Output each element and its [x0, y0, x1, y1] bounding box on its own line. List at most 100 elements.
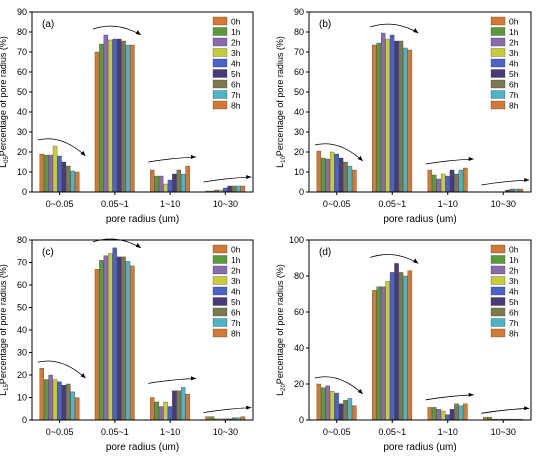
- x-tick-label: 0~0.05: [323, 427, 351, 437]
- legend-entry: 8h: [509, 329, 519, 339]
- bar-4h-1: [334, 153, 339, 193]
- bar-6h-3: [454, 173, 459, 193]
- trend-arrowhead: [191, 376, 197, 381]
- bar-7h-3: [181, 173, 186, 193]
- bar-3h-3: [163, 401, 168, 421]
- bar-5h-1: [338, 157, 344, 193]
- trend-arrow: [370, 254, 419, 264]
- bar-8h-2: [130, 44, 135, 193]
- y-tick-label: 30: [17, 348, 27, 358]
- legend-entry: 0h: [509, 245, 519, 255]
- bar-2h-1: [325, 385, 330, 421]
- y-tick-label: 40: [294, 107, 304, 117]
- x-tick-label: 0.05~1: [378, 427, 406, 437]
- x-tick-label: 0.05~1: [378, 199, 406, 209]
- y-tick-label: 30: [17, 127, 27, 137]
- bar-6h-2: [398, 272, 404, 421]
- bar-4h-3: [445, 414, 450, 421]
- bar-8h-1: [352, 169, 357, 193]
- legend-entry: 7h: [231, 318, 241, 328]
- bar-2h-3: [158, 175, 164, 193]
- bar-7h-2: [403, 47, 408, 193]
- y-tick-label: 80: [17, 235, 27, 245]
- legend-swatch: [490, 328, 506, 338]
- legend-entry: 2h: [231, 266, 241, 276]
- bar-5h-2: [116, 256, 122, 421]
- bar-5h-1: [61, 384, 67, 421]
- bar-8h-4: [240, 185, 246, 193]
- bar-7h-3: [458, 169, 464, 193]
- legend-entry: 0h: [231, 17, 241, 27]
- bar-6h-1: [343, 161, 348, 193]
- y-tick-label: 70: [294, 47, 304, 57]
- bar-3h-1: [329, 151, 335, 193]
- trend-arrowhead: [80, 151, 86, 156]
- legend-swatch: [490, 100, 506, 110]
- bar-2h-3: [158, 406, 164, 421]
- legend-entry: 3h: [231, 48, 241, 58]
- y-tick-label: 20: [294, 379, 304, 389]
- legend-swatch: [490, 48, 506, 57]
- y-tick-label: 0: [299, 415, 304, 425]
- y-tick-label: 100: [289, 235, 304, 245]
- bar-7h-2: [403, 275, 408, 421]
- legend-entry: 6h: [231, 308, 241, 318]
- bar-5h-2: [116, 38, 122, 193]
- bar-4h-2: [389, 34, 395, 193]
- trend-arrowhead: [468, 157, 474, 161]
- x-tick-label: 0~0.05: [46, 199, 74, 209]
- bar-4h-3: [167, 179, 173, 193]
- x-tick-label: 0.05~1: [101, 427, 129, 437]
- legend-entry: 2h: [231, 38, 241, 48]
- legend-swatch: [490, 318, 506, 327]
- legend-swatch: [212, 69, 228, 78]
- legend-entry: 8h: [509, 101, 519, 111]
- legend-swatch: [212, 58, 228, 68]
- bar-5h-1: [61, 161, 67, 193]
- trend-arrow: [203, 176, 252, 183]
- y-axis-label: L05Percentage of pore radius (%): [0, 36, 10, 168]
- trend-arrowhead: [135, 30, 141, 35]
- bar-8h-2: [130, 265, 135, 421]
- bar-8h-3: [463, 167, 468, 193]
- y-tick-label: 40: [17, 325, 27, 335]
- legend-swatch: [212, 48, 228, 57]
- trend-arrowhead: [524, 178, 530, 182]
- bar-0h-1: [39, 368, 44, 421]
- bar-6h-3: [176, 169, 182, 193]
- legend-entry: 7h: [509, 90, 519, 100]
- bar-4h-2: [112, 38, 117, 193]
- trend-arrow: [37, 138, 86, 157]
- legend-swatch: [212, 27, 228, 36]
- x-tick-label: 1~10: [438, 199, 458, 209]
- y-tick-label: 0: [299, 187, 304, 197]
- legend-entry: 5h: [231, 297, 241, 307]
- trend-arrow: [481, 407, 530, 414]
- legend-entry: 6h: [509, 80, 519, 90]
- y-tick-label: 20: [17, 147, 27, 157]
- bar-2h-2: [103, 34, 109, 193]
- legend-entry: 1h: [231, 255, 241, 265]
- bar-8h-2: [407, 270, 413, 421]
- bar-6h-1: [66, 165, 71, 193]
- bar-8h-1: [74, 397, 80, 421]
- bar-6h-2: [398, 40, 404, 193]
- bar-1h-2: [99, 43, 104, 193]
- bar-6h-1: [343, 400, 348, 421]
- bar-1h-1: [44, 154, 49, 193]
- trend-arrowhead: [468, 392, 474, 397]
- bar-7h-3: [181, 387, 186, 421]
- legend-swatch: [212, 255, 228, 264]
- bar-3h-2: [108, 253, 113, 421]
- y-tick-label: 50: [294, 87, 304, 97]
- legend-swatch: [490, 16, 506, 26]
- legend-swatch: [490, 297, 506, 306]
- y-tick-label: 40: [294, 343, 304, 353]
- bar-4h-1: [334, 392, 339, 421]
- legend-entry: 5h: [509, 297, 519, 307]
- legend-swatch: [490, 37, 506, 47]
- legend-entry: 2h: [509, 38, 519, 48]
- bar-1h-1: [44, 379, 49, 421]
- y-tick-label: 50: [17, 87, 27, 97]
- legend-swatch: [490, 58, 506, 68]
